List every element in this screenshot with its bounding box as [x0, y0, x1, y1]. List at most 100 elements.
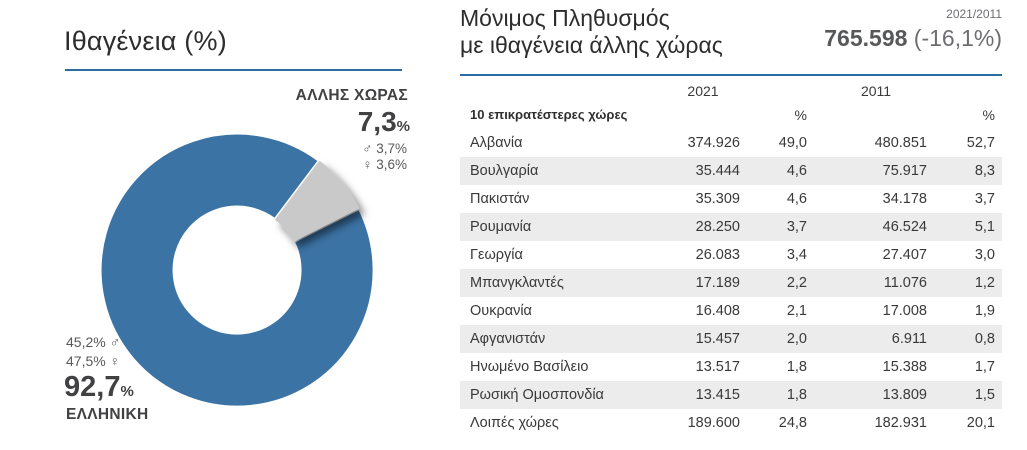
value-cell: 3,7 — [974, 191, 995, 207]
header-year-2021: 2021 — [687, 83, 719, 99]
value-cell: 5,1 — [974, 219, 995, 235]
left-title-rule — [65, 69, 402, 71]
country-cell: Λοιπές χώρες — [470, 415, 559, 431]
table-row: Γεωργία 26.083 3,4 27.407 3,0 — [460, 241, 1002, 269]
left-chart-title: Ιθαγένεια (%) — [64, 26, 227, 56]
value-cell: 52,7 — [966, 135, 995, 151]
value-cell: 24,8 — [778, 415, 807, 431]
country-cell: Γεωργία — [470, 247, 523, 263]
table-row: Λοιπές χώρες 189.600 24,8 182.931 20,1 — [460, 409, 1002, 437]
table-row: Βουλγαρία 35.444 4,6 75.917 8,3 — [460, 157, 1002, 185]
right-panel-title: Μόνιμος Πληθυσμός με ιθαγένεια άλλης χώρ… — [460, 5, 790, 58]
country-cell: Αφγανιστάν — [470, 331, 546, 347]
value-cell: 2,2 — [786, 275, 807, 291]
total-population-value: 765.598 — [824, 25, 908, 51]
value-cell: 15.457 — [695, 331, 740, 347]
value-cell: 17.189 — [695, 275, 740, 291]
greek-female-share: 47,5% ♀ — [66, 353, 121, 369]
value-cell: 35.309 — [695, 191, 740, 207]
table-row: Ρουμανία 28.250 3,7 46.524 5,1 — [460, 213, 1002, 241]
value-cell: 11.076 — [883, 275, 927, 291]
comparison-period: 2021/2011 — [946, 7, 1002, 21]
other-female-share: ♀ 3,6% — [362, 157, 407, 172]
value-cell: 0,8 — [974, 331, 995, 347]
value-cell: 189.600 — [687, 415, 740, 431]
value-cell: 16.408 — [695, 303, 740, 319]
table-row: Μπανγκλαντές 17.189 2,2 11.076 1,2 — [460, 269, 1002, 297]
right-title-rule — [460, 74, 1002, 76]
greek-male-share: 45,2% ♂ — [66, 334, 121, 350]
value-cell: 4,6 — [786, 163, 807, 179]
country-cell: Πακιστάν — [470, 191, 530, 207]
value-cell: 4,6 — [786, 191, 807, 207]
population-change-percent: (-16,1%) — [913, 25, 1002, 51]
country-cell: Ουκρανία — [470, 303, 532, 319]
value-cell: 1,8 — [786, 387, 807, 403]
header-percent-2021: % — [794, 106, 807, 123]
value-cell: 3,7 — [786, 219, 807, 235]
value-cell: 35.444 — [695, 163, 740, 179]
citizenship-donut-chart — [98, 131, 376, 409]
table-year-header-row: 2021 2011 — [460, 82, 1002, 100]
value-cell: 374.926 — [687, 135, 740, 151]
value-cell: 2,1 — [786, 303, 807, 319]
table-row: Ρωσική Ομοσπονδία 13.415 1,8 13.809 1,5 — [460, 381, 1002, 409]
value-cell: 13.517 — [695, 359, 740, 375]
table-row: Ηνωμένο Βασίλειο 13.517 1,8 15.388 1,7 — [460, 353, 1002, 381]
value-cell: 8,3 — [974, 163, 995, 179]
countries-table: 2021 2011 10 επικρατέστερες χώρες % % Αλ… — [460, 82, 1002, 437]
value-cell: 27.407 — [882, 247, 927, 263]
value-cell: 1,8 — [786, 359, 807, 375]
table-row: Αφγανιστάν 15.457 2,0 6.911 0,8 — [460, 325, 1002, 353]
country-cell: Ρουμανία — [470, 219, 532, 235]
country-cell: Αλβανία — [470, 135, 523, 151]
value-cell: 6.911 — [891, 331, 927, 347]
value-cell: 1,5 — [974, 387, 995, 403]
greek-value-number: 92,7 — [64, 371, 121, 403]
other-value-number: 7,3 — [357, 106, 397, 137]
value-cell: 1,2 — [974, 275, 995, 291]
total-population-line: 765.598 (-16,1%) — [682, 25, 1002, 52]
value-cell: 2,0 — [786, 331, 807, 347]
value-cell: 13.415 — [695, 387, 740, 403]
value-cell: 1,9 — [974, 303, 995, 319]
other-male-share: ♂ 3,7% — [362, 141, 407, 156]
value-cell: 3,0 — [974, 247, 995, 263]
value-cell: 49,0 — [778, 135, 807, 151]
country-cell: Μπανγκλαντές — [470, 275, 564, 291]
value-cell: 34.178 — [882, 191, 927, 207]
header-percent-2011: % — [982, 106, 995, 123]
header-year-2011: 2011 — [860, 83, 892, 99]
country-cell: Ηνωμένο Βασίλειο — [470, 359, 589, 375]
value-cell: 46.524 — [882, 219, 927, 235]
value-cell: 75.917 — [882, 163, 927, 179]
value-cell: 480.851 — [874, 135, 927, 151]
value-cell: 26.083 — [695, 247, 740, 263]
other-citizenship-value: 7,3% — [240, 106, 410, 138]
donut-slice-greek — [98, 131, 376, 409]
table-row: Ουκρανία 16.408 2,1 17.008 1,9 — [460, 297, 1002, 325]
right-title-line1: Μόνιμος Πληθυσμός — [460, 5, 670, 31]
greek-citizenship-value: 92,7% — [64, 371, 134, 404]
value-cell: 1,7 — [974, 359, 995, 375]
other-citizenship-label: ΑΛΛΗΣ ΧΩΡΑΣ — [295, 87, 408, 104]
country-cell: Βουλγαρία — [470, 163, 539, 179]
donut-slice-other — [274, 160, 360, 242]
value-cell: 28.250 — [695, 219, 740, 235]
value-cell: 15.388 — [882, 359, 927, 375]
value-cell: 13.809 — [882, 387, 927, 403]
table-body: Αλβανία 374.926 49,0 480.851 52,7 Βουλγαρία 35… — [460, 129, 1002, 437]
value-cell: 20,1 — [966, 415, 995, 431]
greek-citizenship-label: ΕΛΛΗΝΙΚΗ — [66, 406, 149, 423]
right-title-line2: με ιθαγένεια άλλης χώρας — [460, 31, 723, 58]
value-cell: 182.931 — [874, 415, 927, 431]
value-cell: 17.008 — [882, 303, 927, 319]
header-top-countries: 10 επικρατέστερες χώρες — [470, 107, 628, 122]
greek-value-percent-sign: % — [120, 383, 134, 400]
table-column-header-row: 10 επικρατέστερες χώρες % % — [460, 100, 1002, 129]
table-row: Αλβανία 374.926 49,0 480.851 52,7 — [460, 129, 1002, 157]
country-cell: Ρωσική Ομοσπονδία — [470, 387, 604, 403]
other-value-percent-sign: % — [396, 118, 410, 135]
table-row: Πακιστάν 35.309 4,6 34.178 3,7 — [460, 185, 1002, 213]
